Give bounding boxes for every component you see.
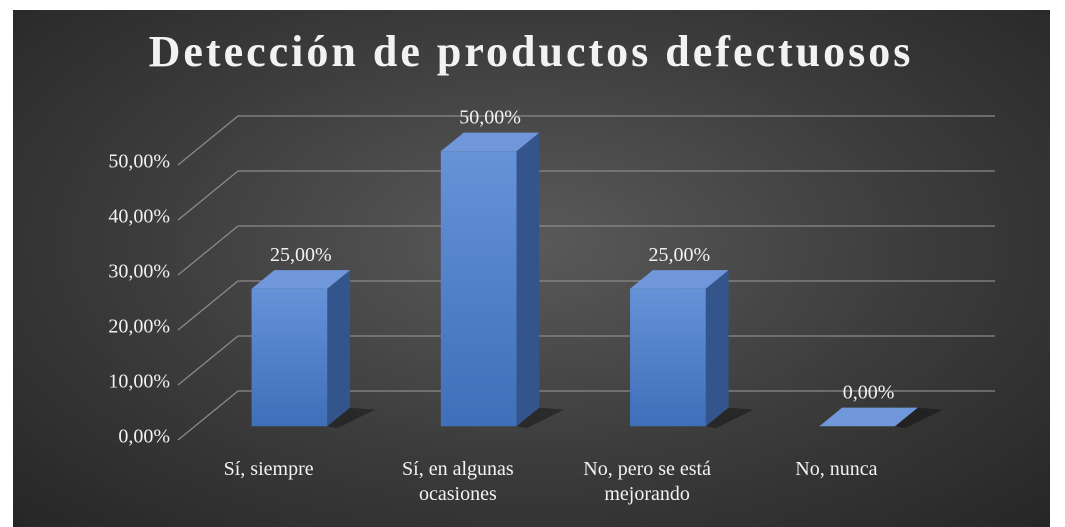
- bar-side: [705, 270, 729, 427]
- x-tick-label: No, nunca: [795, 458, 878, 480]
- bar-side: [516, 132, 540, 427]
- value-label: 25,00%: [648, 244, 710, 266]
- bar-shadow: [895, 407, 943, 429]
- grid-line: [177, 115, 995, 166]
- grid-line: [177, 390, 995, 441]
- y-tick-label: 10,00%: [108, 371, 170, 393]
- bar-shadow: [516, 407, 565, 429]
- bar: [251, 270, 376, 429]
- bar-front: [251, 288, 328, 427]
- bar-top: [819, 407, 918, 427]
- grid-line: [177, 280, 995, 331]
- y-tick-label: 40,00%: [108, 206, 170, 228]
- x-tick-label: Sí, siempre: [223, 458, 314, 480]
- bar-shadow: [705, 407, 754, 429]
- bar: [440, 132, 565, 429]
- bar: [819, 407, 943, 429]
- chart: Detección de productos defectuosos 0,00%…: [108, 27, 995, 448]
- value-label: 25,00%: [270, 244, 332, 266]
- y-tick-label: 50,00%: [108, 151, 170, 173]
- x-tick-label: No, pero se está mejorando: [583, 458, 711, 505]
- y-tick-label: 30,00%: [108, 261, 170, 283]
- bar-top: [440, 132, 540, 152]
- value-label: 50,00%: [459, 106, 521, 128]
- grid-line: [177, 225, 995, 276]
- chart-area: Detección de productos defectuosos 0,00%…: [13, 10, 1050, 527]
- bar-shadow: [327, 407, 376, 429]
- value-label: 0,00%: [843, 381, 895, 403]
- grid-line: [177, 170, 995, 221]
- bar-front: [630, 288, 706, 427]
- grid-line: [177, 335, 995, 386]
- x-tick-label: Sí, en algunas ocasiones: [402, 458, 514, 505]
- y-tick-label: 0,00%: [118, 426, 170, 448]
- bar-side: [327, 270, 351, 427]
- y-tick-label: 20,00%: [108, 316, 170, 338]
- bar-top: [251, 270, 351, 289]
- bar-top: [630, 270, 729, 289]
- chart-title: Detección de productos defectuosos: [149, 27, 914, 76]
- bar: [630, 270, 754, 429]
- bar-front: [440, 151, 517, 427]
